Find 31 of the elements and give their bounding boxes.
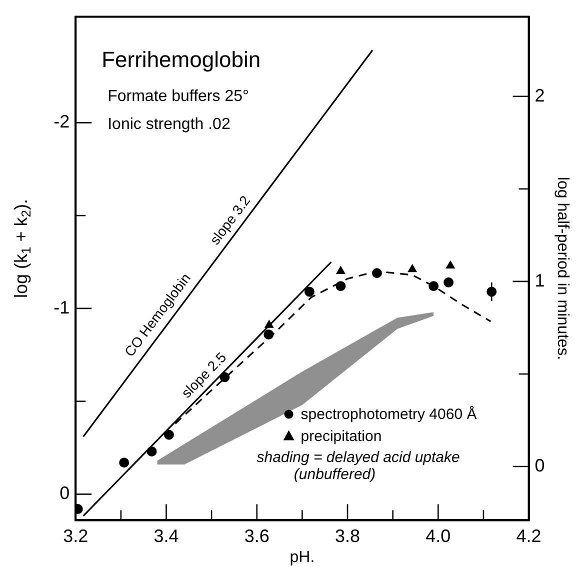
x-tick-label: 3.6 <box>244 526 270 546</box>
legend-label: spectrophotometry 4060 Å <box>300 405 477 424</box>
x-tick-label: 4.0 <box>426 526 451 546</box>
legend-label: precipitation <box>300 428 382 446</box>
y2-axis-title: log half-period in minutes. <box>554 176 571 360</box>
point <box>444 277 454 288</box>
y2-tick-label: 0 <box>534 455 545 476</box>
y2-tick-label: 1 <box>534 270 545 290</box>
y-tick-label: -1 <box>54 297 70 318</box>
annotation: Formate buffers 25° <box>108 88 249 105</box>
point <box>119 458 130 468</box>
point <box>164 430 174 440</box>
x-tick-label: 3.8 <box>335 526 360 546</box>
x-tick-label: 3.4 <box>154 526 179 546</box>
point <box>336 266 346 274</box>
x-tick-label: 4.2 <box>516 526 542 546</box>
point <box>304 286 314 297</box>
annotation: shading = delayed acid uptake <box>256 449 460 466</box>
y-tick-label: -2 <box>54 112 70 132</box>
point <box>336 281 346 292</box>
annotation: Ionic strength .02 <box>108 116 230 133</box>
point <box>446 260 455 268</box>
text: Ferrihemoglobin <box>102 46 261 72</box>
x-tick-label: 3.2 <box>63 526 88 546</box>
annotation: (unbuffered) <box>294 466 376 484</box>
point <box>428 281 439 292</box>
y-axis-title: log (k1 + k2). <box>10 199 34 298</box>
x-axis-title: pH. <box>290 548 315 566</box>
point <box>408 264 417 272</box>
y-tick-label: 0 <box>60 483 70 504</box>
y2-tick-label: 2 <box>534 85 545 106</box>
